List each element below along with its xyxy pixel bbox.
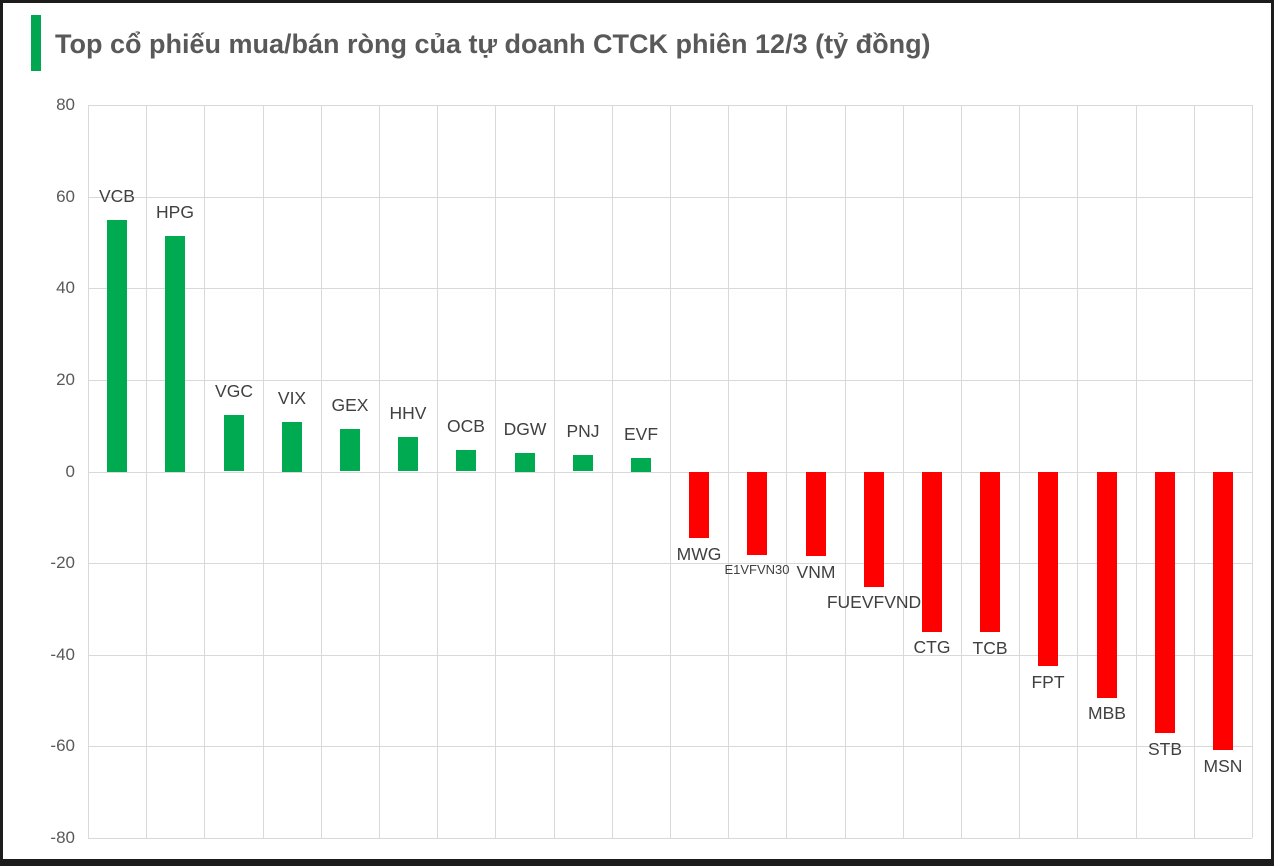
bar-gex bbox=[340, 429, 360, 471]
v-gridline bbox=[495, 105, 496, 838]
bar-e1vfvn30 bbox=[747, 472, 767, 555]
bar-tcb bbox=[980, 472, 1000, 632]
y-axis-tick-label: 80 bbox=[56, 95, 75, 114]
bar-label-tcb: TCB bbox=[972, 638, 1008, 658]
bar-label-fuevfvnd: FUEVFVND bbox=[826, 592, 922, 612]
y-axis-tick-label: -80 bbox=[50, 828, 75, 847]
bar-label-vix: VIX bbox=[277, 388, 307, 408]
bar-label-mbb: MBB bbox=[1088, 703, 1126, 723]
bar-hpg bbox=[165, 236, 185, 472]
bar-mwg bbox=[689, 472, 709, 538]
chart-title: Top cổ phiếu mua/bán ròng của tự doanh C… bbox=[55, 29, 931, 59]
bar-label-vgc: VGC bbox=[215, 381, 253, 401]
v-gridline bbox=[1019, 105, 1020, 838]
v-gridline bbox=[554, 105, 555, 838]
bar-ctg bbox=[922, 472, 942, 632]
bar-pnj bbox=[573, 455, 593, 471]
v-gridline bbox=[903, 105, 904, 838]
bar-msn bbox=[1213, 472, 1233, 750]
bar-vgc bbox=[224, 415, 244, 471]
bar-label-hpg: HPG bbox=[156, 202, 194, 222]
bar-label-pnj: PNJ bbox=[566, 421, 600, 441]
bar-label-hhv: HHV bbox=[389, 403, 427, 423]
v-gridline bbox=[437, 105, 438, 838]
v-gridline bbox=[379, 105, 380, 838]
bar-label-dgw: DGW bbox=[503, 419, 547, 439]
bar-label-e1vfvn30: E1VFVN30 bbox=[724, 562, 790, 577]
v-gridline bbox=[1077, 105, 1078, 838]
v-gridline bbox=[1194, 105, 1195, 838]
bar-vcb bbox=[107, 220, 127, 472]
v-gridline bbox=[1252, 105, 1253, 838]
v-gridline bbox=[961, 105, 962, 838]
bar-vnm bbox=[806, 472, 826, 556]
v-gridline bbox=[88, 105, 89, 838]
bar-label-evf: EVF bbox=[623, 424, 659, 444]
bar-label-fpt: FPT bbox=[1031, 672, 1065, 692]
y-axis-tick-label: -20 bbox=[50, 553, 75, 572]
v-gridline bbox=[1136, 105, 1137, 838]
bar-label-msn: MSN bbox=[1203, 756, 1243, 776]
bar-label-gex: GEX bbox=[331, 395, 369, 415]
v-gridline bbox=[670, 105, 671, 838]
y-axis-tick-label: 0 bbox=[65, 462, 75, 481]
v-gridline bbox=[728, 105, 729, 838]
bar-mbb bbox=[1097, 472, 1117, 698]
bar-label-ocb: OCB bbox=[447, 416, 485, 436]
v-gridline bbox=[204, 105, 205, 838]
bar-label-mwg: MWG bbox=[676, 544, 722, 564]
bar-hhv bbox=[398, 437, 418, 471]
v-gridline bbox=[146, 105, 147, 838]
bar-vix bbox=[282, 422, 302, 472]
v-gridline bbox=[612, 105, 613, 838]
v-gridline bbox=[845, 105, 846, 838]
y-axis-tick-label: 20 bbox=[56, 370, 75, 389]
bar-ocb bbox=[456, 450, 476, 471]
h-gridline bbox=[88, 838, 1252, 839]
y-axis-tick-label: 60 bbox=[56, 187, 75, 206]
v-gridline bbox=[321, 105, 322, 838]
v-gridline bbox=[786, 105, 787, 838]
v-gridline bbox=[263, 105, 264, 838]
bar-stb bbox=[1155, 472, 1175, 733]
bar-label-stb: STB bbox=[1147, 739, 1183, 759]
y-axis-tick-label: 40 bbox=[56, 278, 75, 297]
bar-label-vnm: VNM bbox=[796, 562, 836, 582]
bar-dgw bbox=[515, 453, 535, 472]
y-axis-tick-label: -40 bbox=[50, 645, 75, 664]
y-axis-tick-label: -60 bbox=[50, 736, 75, 755]
bar-evf bbox=[631, 458, 651, 472]
bar-fuevfvnd bbox=[864, 472, 884, 587]
title-accent-bar bbox=[31, 15, 41, 71]
bar-label-vcb: VCB bbox=[99, 186, 135, 206]
bar-label-ctg: CTG bbox=[913, 637, 951, 657]
bar-fpt bbox=[1038, 472, 1058, 666]
